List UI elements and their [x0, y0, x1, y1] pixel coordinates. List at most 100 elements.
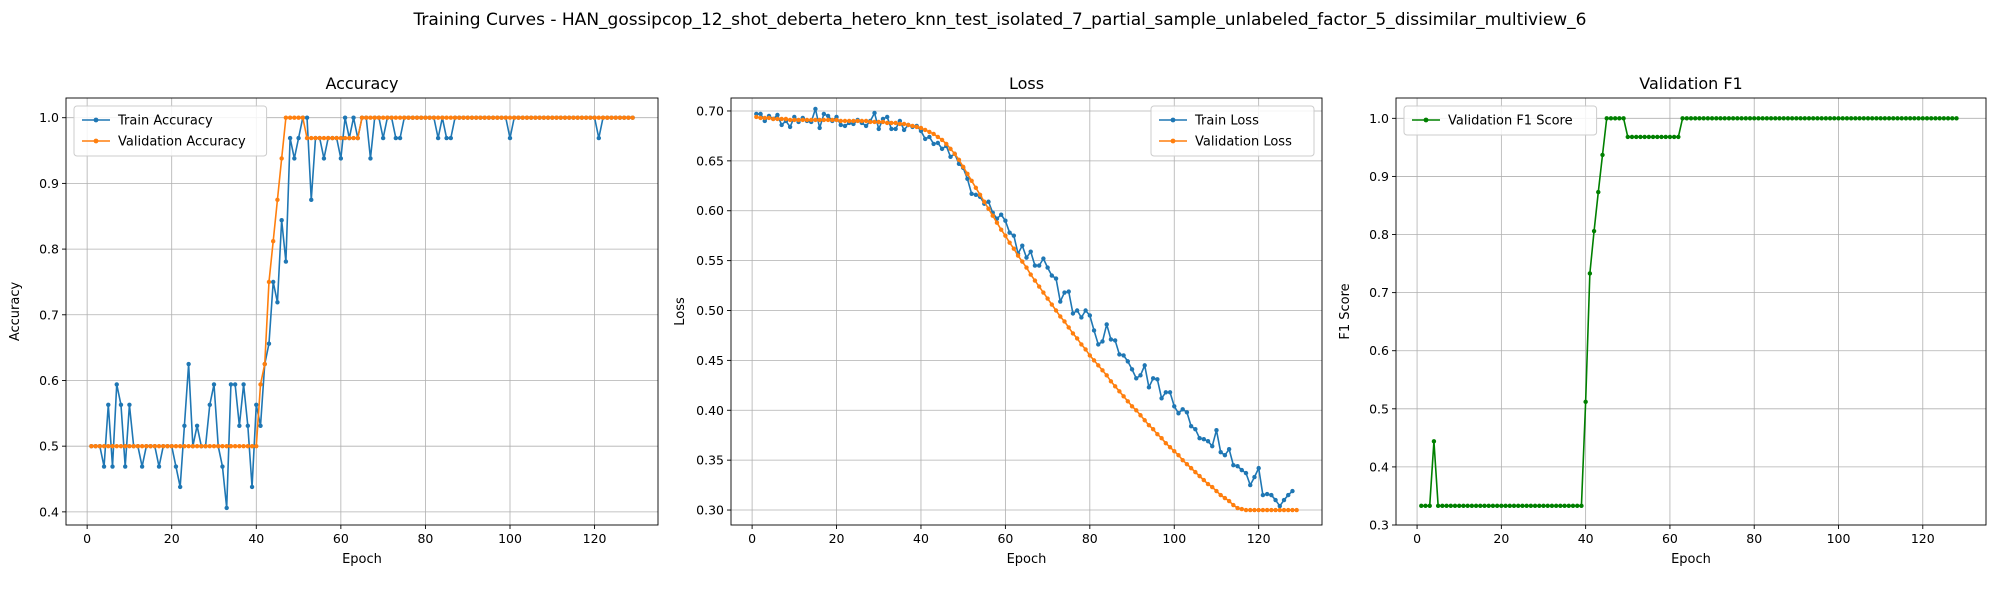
data-point: [977, 192, 983, 197]
data-point: [1478, 503, 1483, 509]
data-point: [787, 124, 793, 130]
data-point: [1907, 116, 1913, 121]
y-tick-label: 0.55: [696, 253, 724, 268]
data-point: [1676, 134, 1681, 140]
data-point: [1558, 503, 1563, 509]
data-point: [444, 115, 449, 120]
data-point: [842, 118, 848, 124]
data-point: [838, 122, 843, 128]
y-tick-label: 0.40: [696, 403, 724, 418]
y-tick-label: 0.8: [1369, 227, 1389, 242]
data-point: [1256, 507, 1261, 513]
data-point: [309, 135, 314, 141]
data-point: [1701, 116, 1706, 121]
data-point: [106, 443, 111, 449]
x-tick-label: 100: [1827, 531, 1851, 546]
data-point: [503, 115, 508, 120]
data-point: [596, 135, 601, 141]
y-tick-label: 0.65: [696, 153, 724, 168]
data-point: [144, 443, 149, 449]
x-tick-label: 0: [1413, 531, 1421, 546]
data-point: [1423, 503, 1428, 509]
data-point: [1663, 134, 1668, 140]
data-point: [825, 117, 831, 123]
data-point: [796, 117, 801, 123]
x-tick-label: 60: [1662, 531, 1678, 546]
data-point: [482, 115, 487, 120]
data-point: [1167, 444, 1173, 450]
data-point: [110, 443, 115, 449]
data-point: [334, 135, 339, 141]
data-point: [914, 124, 919, 130]
data-point: [1235, 463, 1240, 469]
data-point: [114, 443, 119, 449]
data-point: [766, 115, 772, 121]
data-point: [1210, 484, 1215, 490]
data-point: [520, 115, 525, 120]
y-tick-label: 0.3: [1369, 518, 1389, 533]
data-point: [207, 443, 212, 449]
data-point: [275, 300, 280, 305]
data-point: [1827, 116, 1833, 121]
data-point: [1273, 497, 1278, 503]
data-point: [1264, 507, 1270, 513]
chart-panel-1: 0 20 40 60 80 100 120 0.4 0.5 0.6 0.7 0.8 0.9 1.0 Accu…: [8, 74, 659, 567]
data-point: [1697, 116, 1702, 121]
data-point: [110, 464, 115, 469]
y-axis-label: Accuracy: [8, 282, 23, 342]
data-point: [1214, 428, 1219, 433]
data-point: [1129, 367, 1135, 372]
legend-swatch-marker: [1170, 117, 1176, 123]
data-point: [1625, 134, 1630, 140]
data-point: [237, 423, 242, 429]
data-point: [1020, 259, 1025, 264]
data-point: [1448, 503, 1453, 509]
data-point: [351, 135, 356, 141]
data-point: [1950, 116, 1955, 121]
data-point: [1794, 116, 1799, 121]
data-point: [338, 156, 344, 161]
data-point: [266, 279, 272, 285]
data-point: [1079, 315, 1084, 320]
data-point: [173, 443, 179, 449]
data-point: [596, 115, 601, 120]
data-point: [216, 443, 221, 449]
data-point: [1049, 302, 1055, 307]
data-point: [1096, 342, 1101, 347]
data-point: [1172, 404, 1177, 409]
data-point: [554, 115, 559, 120]
data-point: [583, 115, 589, 120]
data-point: [1193, 427, 1198, 432]
data-point: [762, 115, 767, 121]
data-point: [973, 192, 979, 197]
x-tick-label: 40: [248, 531, 264, 546]
data-point: [1007, 240, 1012, 245]
data-point: [821, 117, 827, 123]
y-tick-label: 0.5: [1369, 401, 1389, 416]
x-tick-label: 20: [829, 531, 845, 546]
data-point: [880, 119, 886, 125]
data-point: [1028, 249, 1033, 254]
data-point: [1600, 152, 1605, 158]
data-point: [1718, 116, 1723, 121]
data-point: [1773, 116, 1778, 121]
data-point: [1049, 273, 1055, 278]
data-point: [1575, 503, 1580, 509]
data-point: [528, 115, 534, 120]
data-point: [1104, 373, 1109, 378]
data-point: [783, 116, 789, 122]
data-point: [1785, 116, 1791, 121]
data-point: [1201, 437, 1207, 442]
legend-swatch-marker: [1423, 117, 1429, 123]
data-point: [1239, 506, 1244, 512]
data-point: [1053, 276, 1059, 281]
data-point: [1659, 134, 1664, 140]
plot-frame: [730, 97, 1323, 526]
data-point: [787, 117, 793, 123]
data-point: [448, 135, 453, 141]
data-point: [1583, 399, 1588, 405]
legend-box: [1150, 105, 1315, 157]
data-point: [1041, 256, 1046, 261]
data-point: [127, 443, 132, 449]
data-point: [224, 505, 229, 511]
